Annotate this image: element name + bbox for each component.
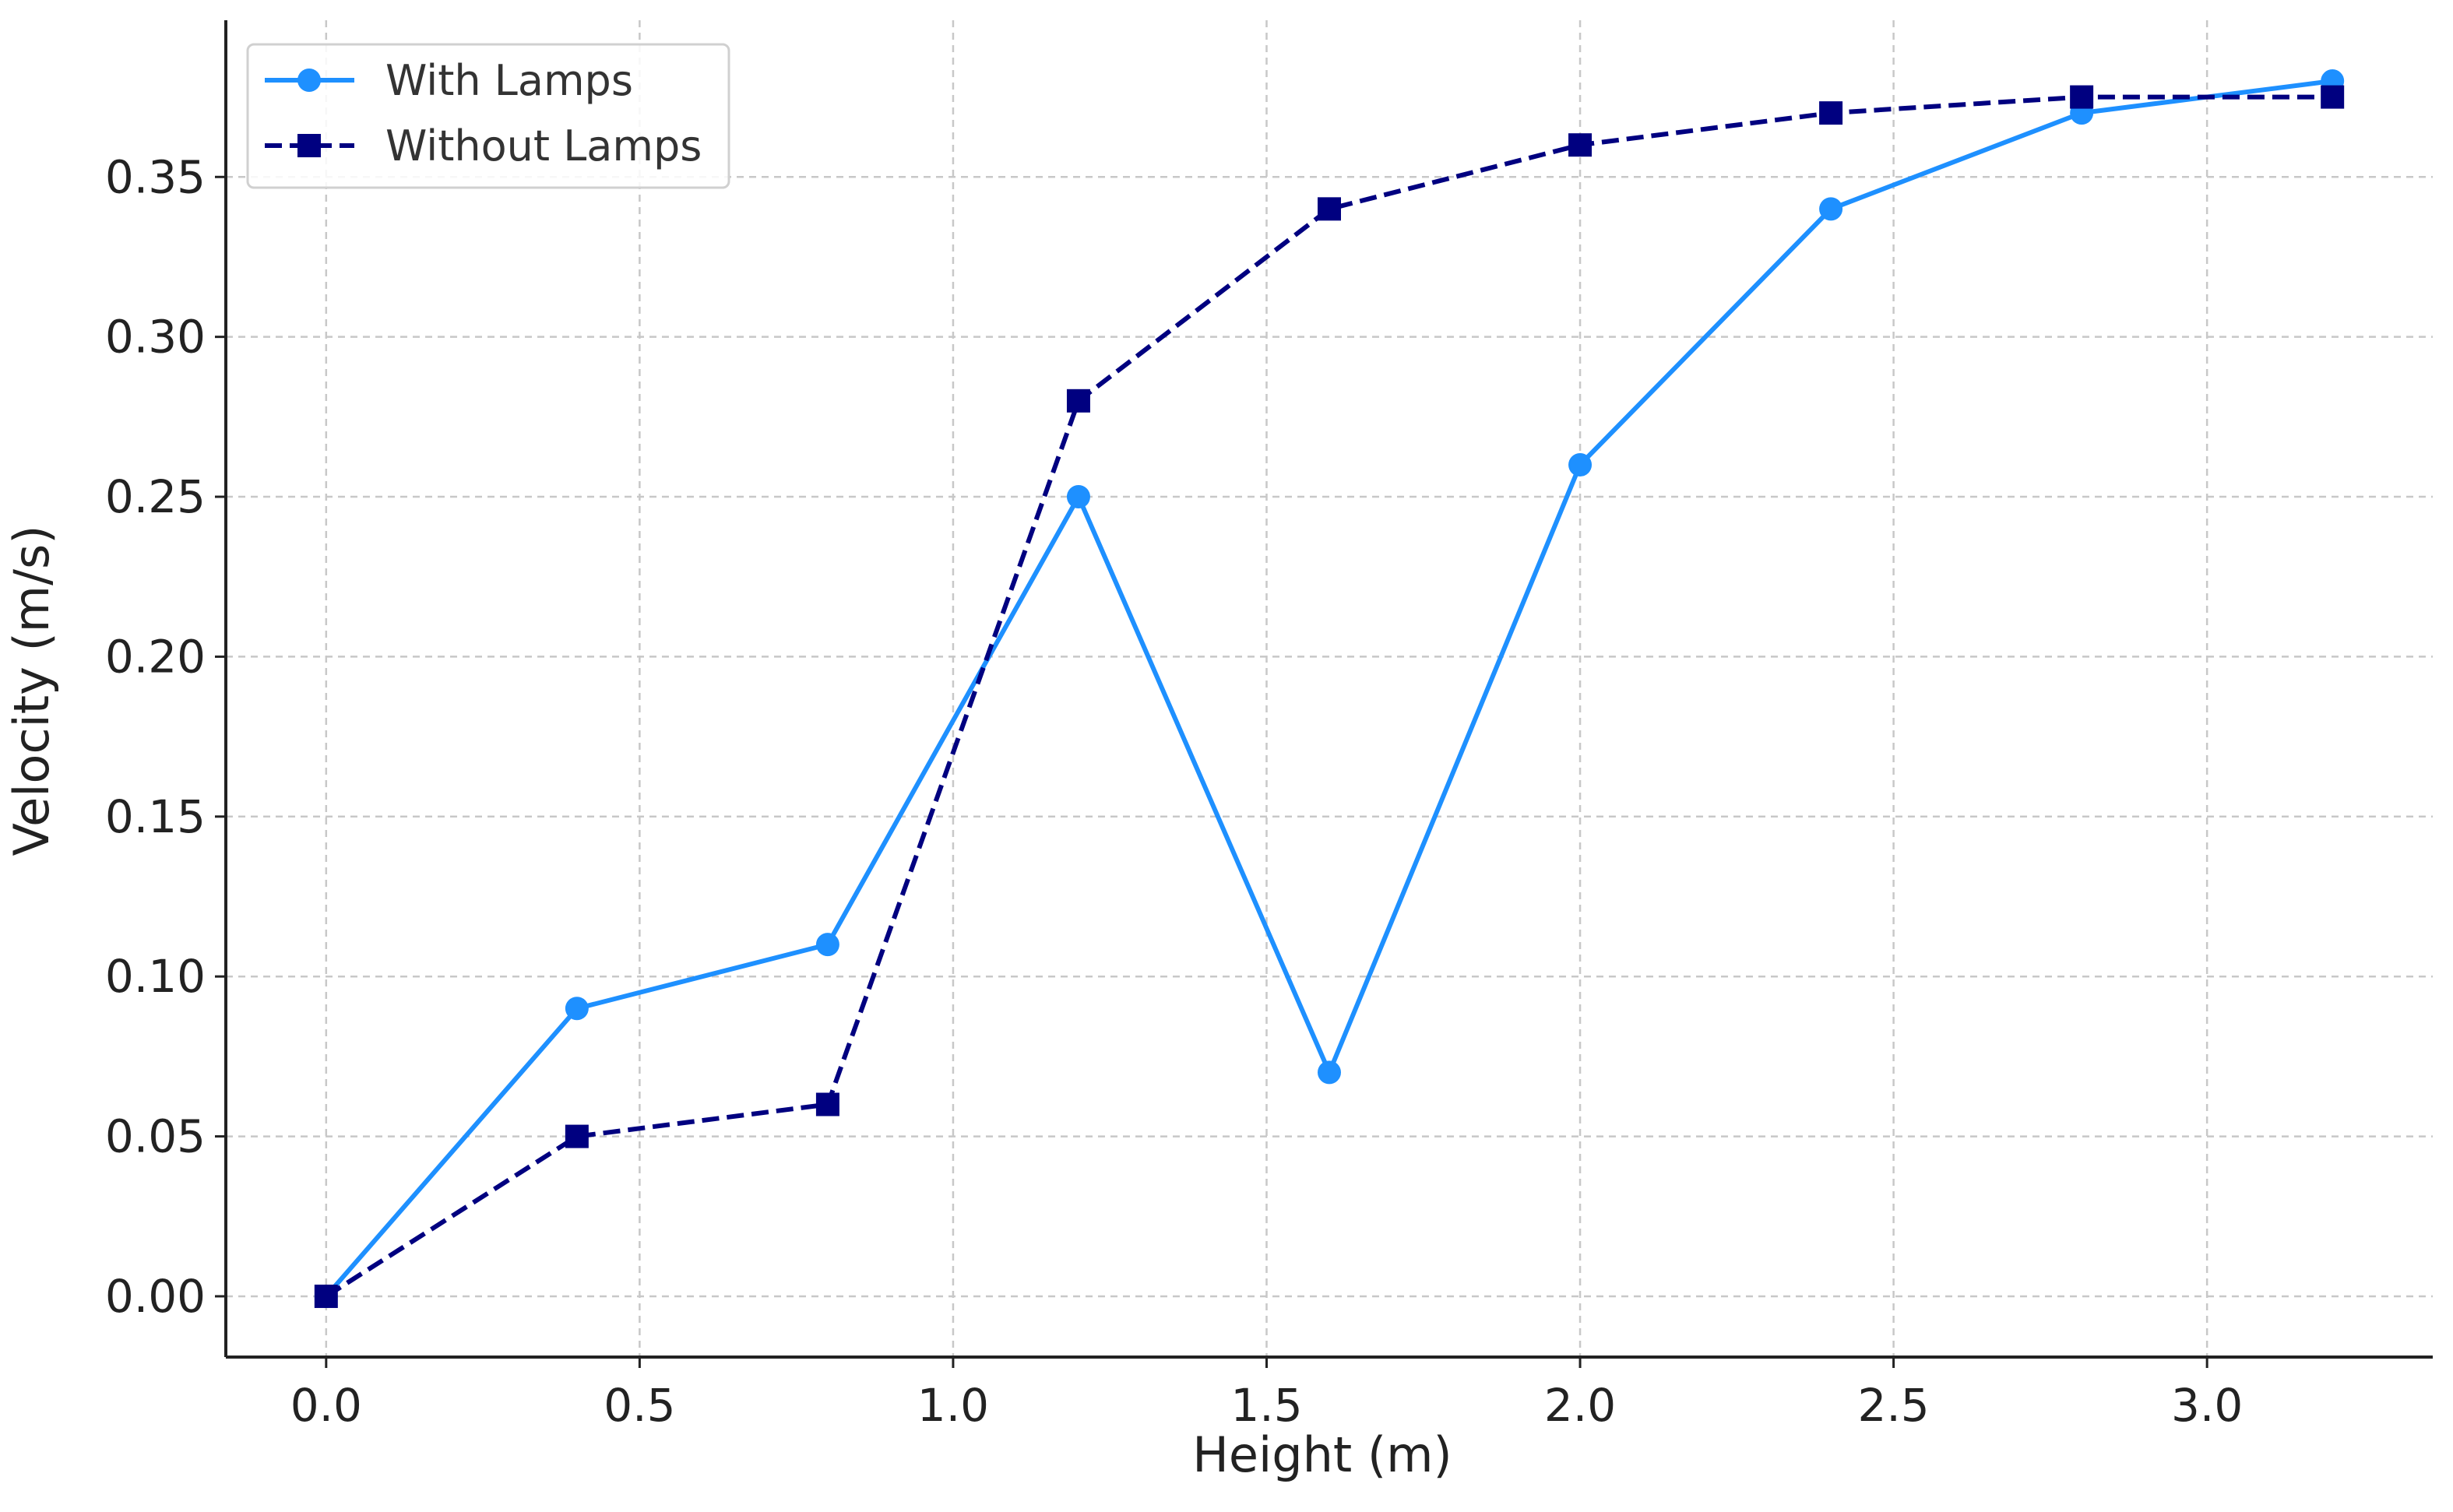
x-tick-label: 1.5 [1230,1379,1302,1432]
y-tick-label: 0.35 [105,150,206,203]
legend: With Lamps Without Lamps [246,43,730,189]
x-tick-label: 3.0 [2171,1379,2243,1432]
tick-labels: 0.0 0.5 1.0 1.5 2.0 2.5 3.0 0.00 0.05 0.10 0.15 0.2… [105,150,2243,1432]
y-tick-label: 0.00 [105,1270,206,1323]
data-point-without-lamps [2070,85,2094,109]
x-tick-label: 2.5 [1857,1379,1929,1432]
data-point-without-lamps [2321,85,2345,109]
x-tick-label: 0.5 [604,1379,675,1432]
x-tick-label: 2.0 [1544,1379,1616,1432]
y-tick-label: 0.05 [105,1110,206,1163]
data-point-without-lamps [1318,197,1341,221]
data-point-with-lamps [1568,452,1593,476]
legend-label-with-lamps: With Lamps [385,56,633,105]
legend-entry-without-lamps: Without Lamps [265,121,702,171]
y-tick-label: 0.30 [105,311,206,364]
series-line-without-lamps [325,94,2333,1299]
series-line-with-lamps [324,79,2333,1298]
series-without-lamps [314,85,2345,1308]
grid [226,20,2433,1357]
data-point-without-lamps [815,1092,839,1116]
legend-entry-with-lamps: With Lamps [265,56,633,105]
series-with-lamps [314,69,2345,1308]
legend-marker-without-lamps [297,134,321,157]
legend-label-without-lamps: Without Lamps [385,121,702,171]
y-axis-label: Velocity (m/s) [3,526,60,856]
data-point-without-lamps [314,1284,338,1308]
data-point-with-lamps [1066,485,1090,509]
y-tick-label: 0.15 [105,790,206,843]
legend-frame [246,43,730,189]
x-tick-label: 0.0 [290,1379,362,1432]
data-point-without-lamps [1819,101,1843,125]
axes [215,20,2433,1368]
data-point-with-lamps [1819,197,1843,221]
data-point-without-lamps [565,1124,589,1148]
y-tick-label: 0.20 [105,630,206,683]
data-point-with-lamps [815,933,839,957]
y-tick-label: 0.25 [105,470,206,523]
data-point-without-lamps [1568,133,1593,157]
data-point-without-lamps [1066,389,1090,413]
data-point-with-lamps [1318,1060,1341,1085]
legend-marker-with-lamps [297,69,321,92]
x-tick-label: 1.0 [917,1379,989,1432]
data-point-with-lamps [565,997,589,1021]
series [314,69,2345,1308]
y-tick-label: 0.10 [105,950,206,1003]
x-axis-label: Height (m) [1192,1426,1452,1483]
